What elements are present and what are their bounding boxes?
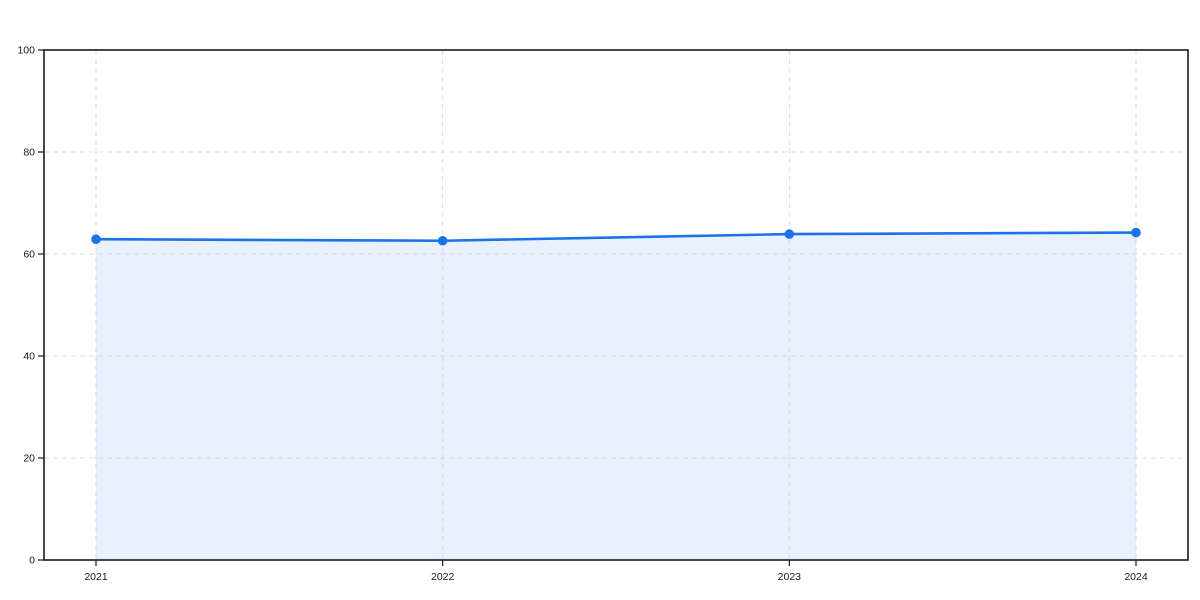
data-point <box>1131 227 1141 238</box>
area-fill <box>96 232 1136 560</box>
plot-border <box>43 49 1189 561</box>
x-tick-label: 2021 <box>84 571 108 583</box>
trend-line <box>94 231 1138 243</box>
data-point <box>91 234 101 245</box>
y-tick-label: 40 <box>23 351 35 363</box>
y-tick-label: 100 <box>17 45 35 57</box>
y-tick-label: 0 <box>29 555 35 567</box>
plot-background <box>44 50 1188 560</box>
data-point <box>784 229 795 239</box>
x-tick-label: 2024 <box>1124 571 1148 583</box>
x-tick-label: 2023 <box>778 571 802 583</box>
y-tick-label: 60 <box>23 249 35 261</box>
y-tick-label: 20 <box>23 453 35 465</box>
y-tick-label: 80 <box>23 147 35 159</box>
data-point <box>437 235 448 246</box>
x-tick-label: 2022 <box>431 571 455 583</box>
